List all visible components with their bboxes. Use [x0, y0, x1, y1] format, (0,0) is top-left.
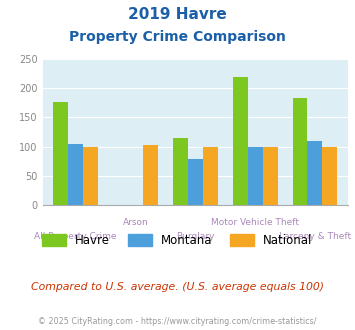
Bar [233, 77, 248, 205]
Text: All Property Crime: All Property Crime [34, 232, 117, 241]
Bar [248, 147, 263, 205]
Legend: Havre, Montana, National: Havre, Montana, National [38, 230, 317, 252]
Text: Compared to U.S. average. (U.S. average equals 100): Compared to U.S. average. (U.S. average … [31, 282, 324, 292]
Text: Burglary: Burglary [176, 232, 214, 241]
Bar [307, 141, 322, 205]
Bar [322, 147, 337, 205]
Text: Larceny & Theft: Larceny & Theft [279, 232, 351, 241]
Bar [203, 147, 218, 205]
Text: © 2025 CityRating.com - https://www.cityrating.com/crime-statistics/: © 2025 CityRating.com - https://www.city… [38, 317, 317, 326]
Text: Motor Vehicle Theft: Motor Vehicle Theft [211, 218, 299, 227]
Bar [83, 147, 98, 205]
Bar [293, 98, 307, 205]
Bar [263, 147, 278, 205]
Bar [188, 159, 203, 205]
Text: Property Crime Comparison: Property Crime Comparison [69, 30, 286, 44]
Bar [68, 144, 83, 205]
Bar [173, 138, 188, 205]
Bar [143, 145, 158, 205]
Text: Arson: Arson [122, 218, 148, 227]
Text: 2019 Havre: 2019 Havre [128, 7, 227, 21]
Bar [53, 102, 68, 205]
